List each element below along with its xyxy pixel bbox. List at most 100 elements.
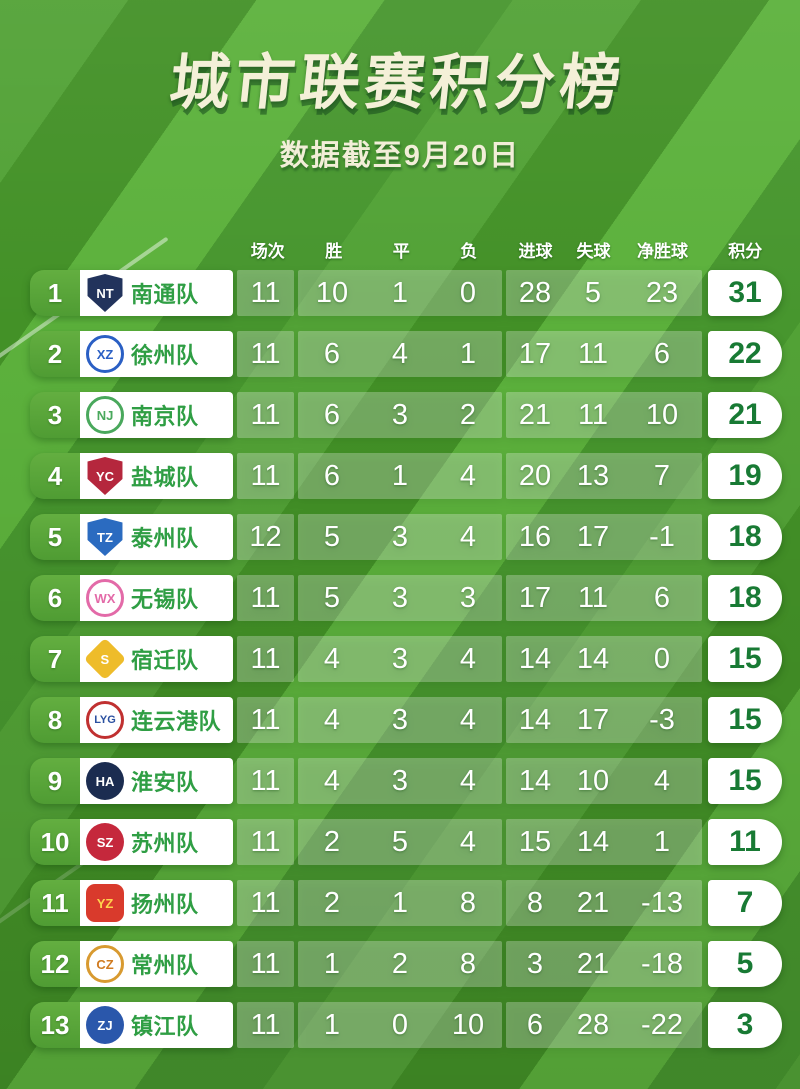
team-crest-icon: YZ: [86, 884, 124, 922]
matches-value: 11: [250, 947, 281, 980]
team-name: 泰州队: [131, 526, 199, 551]
matches-cell: 11: [237, 880, 294, 926]
team-cell: TZ 泰州队: [80, 514, 233, 560]
goals-against-value: 5: [584, 276, 602, 309]
table-row: 5 TZ 泰州队 12 5 3 4 16 17 -1 18: [30, 514, 782, 560]
goals-for-value: 3: [526, 947, 544, 980]
points-cell: 3: [708, 1002, 782, 1048]
goals-for-value: 20: [518, 459, 552, 492]
goals-cell: 3 21 -18: [506, 941, 702, 987]
goals-cell: 14 10 4: [506, 758, 702, 804]
wdl-cell: 10 1 0: [298, 270, 502, 316]
goal-diff-value: 4: [653, 764, 671, 797]
losses-value: 1: [459, 337, 477, 370]
header-points: 积分: [728, 241, 763, 261]
team-crest-icon: NT: [87, 274, 123, 312]
wdl-cell: 2 5 4: [298, 819, 502, 865]
losses-value: 0: [459, 276, 477, 309]
header-draws: 平: [392, 241, 410, 261]
losses-value: 2: [459, 398, 477, 431]
table-row: 12 CZ 常州队 11 1 2 8 3 21 -18 5: [30, 941, 782, 987]
goals-cell: 6 28 -22: [506, 1002, 702, 1048]
rank-badge: 12: [30, 941, 80, 987]
goals-for-value: 28: [518, 276, 552, 309]
goals-for-value: 16: [518, 520, 552, 553]
team-crest-icon: YC: [87, 457, 123, 495]
goals-cell: 17 11 6: [506, 331, 702, 377]
goals-against-value: 13: [576, 459, 610, 492]
goals-against-value: 11: [577, 581, 609, 614]
team-cell: NJ 南京队: [80, 392, 233, 438]
wins-value: 2: [323, 886, 341, 919]
rank-badge: 2: [30, 331, 80, 377]
rank-badge: 5: [30, 514, 80, 560]
wdl-cell: 4 3 4: [298, 636, 502, 682]
goals-cell: 28 5 23: [506, 270, 702, 316]
matches-value: 11: [250, 276, 281, 309]
wins-value: 5: [323, 520, 341, 553]
goals-cell: 20 13 7: [506, 453, 702, 499]
wins-value: 4: [323, 642, 341, 675]
team-name: 徐州队: [131, 343, 199, 368]
header-goals-for: 进球: [518, 241, 553, 261]
goals-for-value: 14: [518, 703, 552, 736]
goals-against-value: 28: [576, 1008, 610, 1041]
table-row: 2 XZ 徐州队 11 6 4 1 17 11 6 22: [30, 331, 782, 377]
rank-badge: 1: [30, 270, 80, 316]
team-cell: HA 淮安队: [80, 758, 233, 804]
team-name: 扬州队: [131, 892, 199, 917]
goals-cell: 17 11 6: [506, 575, 702, 621]
draws-value: 3: [391, 764, 409, 797]
team-name: 无锡队: [131, 587, 199, 612]
matches-cell: 11: [237, 636, 294, 682]
team-crest-icon: SZ: [86, 823, 124, 861]
rank-badge: 4: [30, 453, 80, 499]
team-cell: NT 南通队: [80, 270, 233, 316]
table-body: 1 NT 南通队 11 10 1 0 28 5 23 31 2 XZ 徐州队 1…: [0, 270, 800, 1048]
matches-value: 11: [250, 642, 281, 675]
points-value: 3: [736, 1008, 754, 1041]
rank-badge: 7: [30, 636, 80, 682]
goals-for-value: 17: [518, 337, 552, 370]
header-losses: 负: [460, 241, 478, 261]
header-matches: 场次: [250, 241, 285, 261]
draws-value: 4: [391, 337, 409, 370]
wins-value: 1: [323, 1008, 341, 1041]
draws-value: 3: [391, 703, 409, 736]
rank-badge: 3: [30, 392, 80, 438]
matches-value: 11: [250, 764, 281, 797]
rank-badge: 10: [30, 819, 80, 865]
team-cell: LYG 连云港队: [80, 697, 233, 743]
matches-value: 11: [250, 337, 281, 370]
goal-diff-value: -22: [641, 1008, 683, 1041]
goals-against-value: 21: [576, 886, 610, 919]
team-crest-icon: LYG: [86, 701, 124, 739]
goals-for-value: 21: [518, 398, 552, 431]
matches-value: 12: [249, 520, 282, 553]
points-value: 15: [728, 764, 762, 797]
wdl-cell: 4 3 4: [298, 697, 502, 743]
goal-diff-value: 23: [645, 276, 679, 309]
goals-against-value: 14: [576, 825, 610, 858]
points-cell: 11: [708, 819, 782, 865]
header-wins: 胜: [325, 241, 343, 261]
wins-value: 5: [323, 581, 341, 614]
team-name: 盐城队: [131, 465, 199, 490]
points-value: 7: [736, 886, 754, 919]
table-row: 11 YZ 扬州队 11 2 1 8 8 21 -13 7: [30, 880, 782, 926]
wins-value: 1: [323, 947, 341, 980]
goals-for-value: 14: [518, 642, 552, 675]
table-row: 13 ZJ 镇江队 11 1 0 10 6 28 -22 3: [30, 1002, 782, 1048]
team-crest-icon: WX: [86, 579, 124, 617]
matches-cell: 11: [237, 758, 294, 804]
standings-table: 场次 胜 平 负 进球 失球 净胜球 积分 1 NT 南通队 11 10 1: [0, 236, 800, 1048]
goals-cell: 14 14 0: [506, 636, 702, 682]
team-cell: ZJ 镇江队: [80, 1002, 233, 1048]
team-name: 南京队: [131, 404, 199, 429]
points-cell: 15: [708, 697, 782, 743]
wins-value: 4: [323, 764, 341, 797]
goals-cell: 15 14 1: [506, 819, 702, 865]
goals-against-value: 14: [576, 642, 610, 675]
subtitle: 数据截至9月20日: [279, 140, 521, 172]
goal-diff-value: 0: [653, 642, 671, 675]
